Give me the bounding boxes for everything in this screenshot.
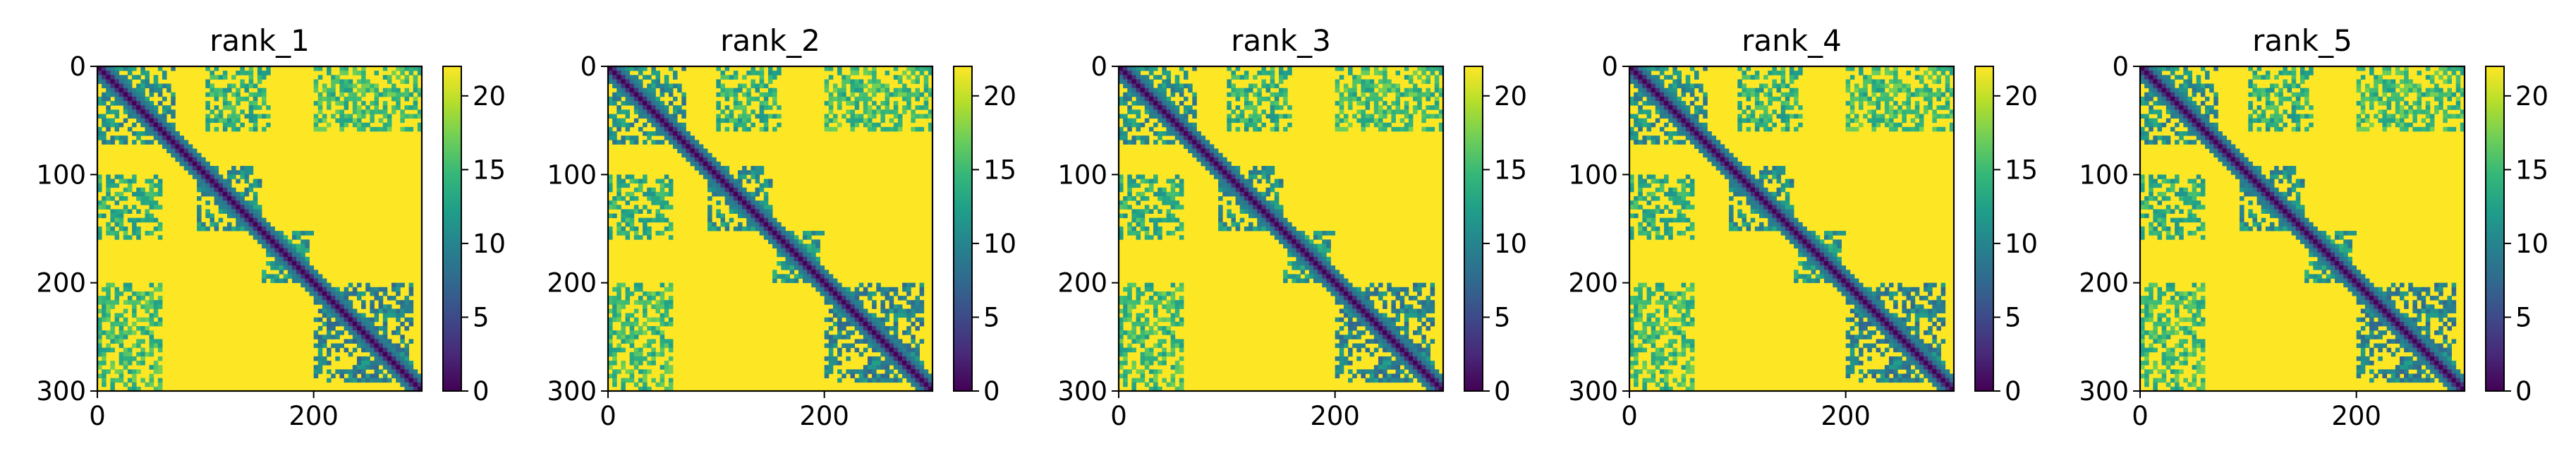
- y-tick-label: 300: [1057, 376, 1107, 407]
- colorbar-tick-label: 5: [473, 302, 490, 332]
- y-tick-label: 300: [547, 376, 597, 407]
- colorbar-tick-label: 10: [1494, 229, 1527, 259]
- colorbar-tick-label: 5: [2005, 302, 2022, 332]
- panel-title: rank_4: [1742, 23, 1842, 58]
- colorbar-tick-label: 0: [2515, 376, 2532, 407]
- x-tick-label: 200: [1821, 401, 1871, 431]
- colorbar-tick-label: 20: [983, 81, 1016, 112]
- y-tick-label: 0: [69, 52, 86, 82]
- y-tick-label: 200: [2079, 268, 2129, 299]
- x-tick-label: 200: [799, 401, 849, 431]
- panel-title: rank_1: [209, 23, 310, 58]
- heatmap-cells: [1119, 66, 1444, 392]
- x-tick-label: 200: [288, 401, 339, 431]
- heatmap-cells: [97, 66, 423, 392]
- y-tick-label: 0: [2112, 52, 2129, 82]
- x-tick-label: 0: [89, 401, 106, 431]
- y-tick-label: 200: [547, 268, 597, 299]
- colorbar-tick-label: 15: [1494, 155, 1527, 185]
- axes-frame: [96, 65, 423, 392]
- heatmap-cells: [608, 66, 933, 392]
- colorbar-tick-label: 15: [473, 155, 506, 185]
- colorbar-tick-label: 5: [1494, 302, 1511, 332]
- colorbar-tick-label: 15: [983, 155, 1016, 185]
- colorbar-tick-label: 10: [983, 229, 1016, 259]
- colorbar-tick-label: 0: [1494, 376, 1511, 407]
- y-tick-label: 200: [1057, 268, 1107, 299]
- x-tick-label: 200: [1310, 401, 1360, 431]
- colorbar-tick-label: 5: [983, 302, 1000, 332]
- colorbar-tick-label: 10: [2515, 229, 2548, 259]
- colorbar-tick-label: 0: [983, 376, 1000, 407]
- y-tick-label: 100: [547, 160, 597, 190]
- heatmap-cells: [2140, 66, 2465, 392]
- colorbar: [1464, 66, 1483, 392]
- y-tick-label: 0: [1601, 52, 1618, 82]
- colorbar: [953, 66, 973, 392]
- colorbar: [2485, 66, 2505, 392]
- colorbar-tick-label: 0: [2005, 376, 2022, 407]
- axes-frame: [2139, 65, 2466, 392]
- x-tick-label: 200: [2331, 401, 2381, 431]
- y-tick-label: 300: [2079, 376, 2129, 407]
- y-tick-label: 100: [36, 160, 86, 190]
- y-tick-label: 300: [36, 376, 86, 407]
- panel-title: rank_5: [2252, 23, 2352, 58]
- colorbar-tick-label: 20: [1494, 81, 1527, 112]
- panel-title: rank_2: [720, 23, 820, 58]
- y-tick-label: 200: [36, 268, 86, 299]
- colorbar-tick-label: 15: [2005, 155, 2038, 185]
- colorbar-tick-label: 15: [2515, 155, 2548, 185]
- y-tick-label: 100: [1057, 160, 1107, 190]
- colorbar: [1974, 66, 1994, 392]
- colorbar-tick-label: 5: [2515, 302, 2532, 332]
- x-tick-label: 0: [2132, 401, 2149, 431]
- colorbar-tick-label: 20: [2005, 81, 2038, 112]
- y-tick-label: 100: [1568, 160, 1618, 190]
- axes-frame: [1117, 65, 1445, 392]
- colorbar-tick-label: 20: [2515, 81, 2548, 112]
- colorbar-tick-label: 20: [473, 81, 506, 112]
- y-tick-label: 200: [1568, 268, 1618, 299]
- colorbar-tick-label: 10: [473, 229, 506, 259]
- x-tick-label: 0: [600, 401, 616, 431]
- y-tick-label: 0: [580, 52, 597, 82]
- colorbar: [442, 66, 462, 392]
- colorbar-tick-label: 0: [473, 376, 490, 407]
- x-tick-label: 0: [1110, 401, 1127, 431]
- colorbar-tick-label: 10: [2005, 229, 2038, 259]
- y-tick-label: 100: [2079, 160, 2129, 190]
- panel-title: rank_3: [1231, 23, 1331, 58]
- y-tick-label: 300: [1568, 376, 1618, 407]
- x-tick-label: 0: [1621, 401, 1638, 431]
- axes-frame: [607, 65, 934, 392]
- heatmap-cells: [1629, 66, 1955, 392]
- y-tick-label: 0: [1090, 52, 1107, 82]
- axes-frame: [1628, 65, 1955, 392]
